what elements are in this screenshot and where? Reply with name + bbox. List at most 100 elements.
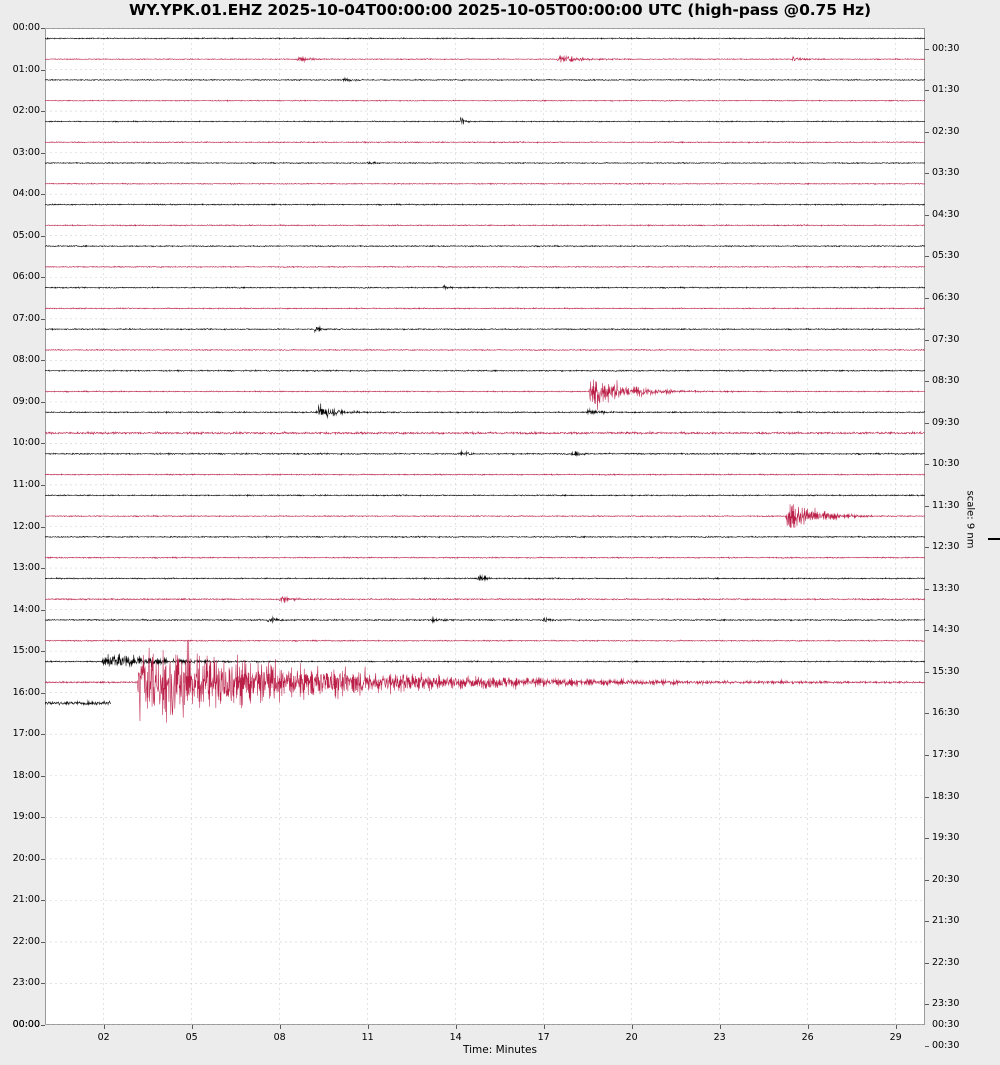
axis-tick-mark (41, 401, 45, 403)
axis-tick-mark (455, 1025, 457, 1029)
y-tick-label-right-1830: 18:30 (932, 790, 960, 802)
y-tick-label-left-0700: 07:00 (12, 312, 40, 324)
axis-tick-mark (925, 90, 929, 92)
y-tick-label-right-0530: 05:30 (932, 250, 960, 262)
y-tick-label-right-2330: 23:30 (932, 998, 960, 1010)
axis-tick-mark (41, 277, 45, 279)
axis-tick-mark (41, 651, 45, 653)
y-tick-label-left-0600: 06:00 (12, 271, 40, 283)
y-tick-label-left-0800: 08:00 (12, 354, 40, 366)
x-tick-label-26: 26 (801, 1032, 814, 1043)
axis-tick-mark (925, 464, 929, 466)
x-tick-label-20: 20 (625, 1032, 638, 1043)
y-tick-label-left-2000: 20:00 (12, 852, 40, 864)
axis-tick-mark (925, 214, 929, 216)
y-tick-label-right-0130: 01:30 (932, 84, 960, 96)
axis-tick-mark (41, 609, 45, 611)
scale-label: scale: 9 nm (964, 490, 976, 549)
y-tick-label-left-2200: 22:00 (12, 935, 40, 947)
y-tick-label-right-2030: 20:30 (932, 873, 960, 885)
y-tick-label-left-1500: 15:00 (12, 645, 40, 657)
axis-tick-mark (925, 630, 929, 632)
seismogram-traces-canvas[interactable] (45, 28, 925, 1025)
axis-tick-mark (367, 1025, 369, 1029)
axis-tick-mark (925, 298, 929, 300)
axis-tick-mark (41, 69, 45, 71)
y-tick-label-right-1330: 13:30 (932, 582, 960, 594)
y-tick-label-right-0330: 03:30 (932, 167, 960, 179)
axis-tick-mark (41, 360, 45, 362)
axis-tick-mark (41, 817, 45, 819)
y-tick-label-left-1300: 13:00 (12, 562, 40, 574)
y-tick-label-left-1600: 16:00 (12, 686, 40, 698)
axis-tick-mark (719, 1025, 721, 1029)
y-tick-label-left-0000: 00:00 (12, 22, 40, 33)
y-tick-label-left-1800: 18:00 (12, 769, 40, 781)
axis-tick-mark (41, 775, 45, 777)
y-tick-label-right-0030: 00:30 (932, 42, 960, 54)
axis-tick-mark (925, 671, 929, 673)
axis-tick-mark (925, 131, 929, 133)
axis-tick-mark (41, 443, 45, 445)
axis-tick-mark (925, 505, 929, 507)
axis-tick-mark (895, 1025, 897, 1029)
axis-tick-mark (41, 235, 45, 237)
axis-tick-mark (925, 588, 929, 590)
y-tick-label-right-1430: 14:30 (932, 624, 960, 636)
y-tick-label-right-2130: 21:30 (932, 915, 960, 927)
y-tick-label-left-1100: 11:00 (12, 478, 40, 490)
axis-tick-mark (925, 339, 929, 341)
y-tick-label-right-1630: 16:30 (932, 707, 960, 719)
x-tick-label-11: 11 (361, 1032, 374, 1043)
y-tick-label-left-1700: 17:00 (12, 728, 40, 740)
y-tick-label-left-0000: 00:00 (12, 1019, 40, 1030)
y-tick-label-left-0500: 05:00 (12, 229, 40, 241)
x-tick-label-29: 29 (889, 1032, 902, 1043)
y-tick-label-left-2100: 21:00 (12, 894, 40, 906)
y-tick-label-right-0830: 08:30 (932, 375, 960, 387)
axis-tick-mark (925, 1045, 929, 1047)
y-tick-label-right-2230: 22:30 (932, 956, 960, 968)
axis-tick-mark (41, 900, 45, 902)
axis-tick-mark (41, 152, 45, 154)
y-tick-label-right-1930: 19:30 (932, 832, 960, 844)
y-tick-label-right-1030: 10:30 (932, 458, 960, 470)
axis-tick-mark (41, 28, 45, 29)
y-tick-label-right-0930: 09:30 (932, 416, 960, 428)
axis-tick-mark (41, 1025, 45, 1026)
axis-tick-mark (925, 796, 929, 798)
axis-tick-mark (925, 754, 929, 756)
axis-tick-mark (925, 1004, 929, 1006)
axis-tick-mark (543, 1025, 545, 1029)
y-tick-label-right-1730: 17:30 (932, 748, 960, 760)
x-tick-label-08: 08 (273, 1032, 286, 1043)
axis-tick-mark (925, 921, 929, 923)
y-tick-label-left-1900: 19:00 (12, 811, 40, 823)
axis-tick-mark (925, 381, 929, 383)
y-tick-label-right-1230: 12:30 (932, 541, 960, 553)
axis-tick-mark (103, 1025, 105, 1029)
axis-tick-mark (41, 941, 45, 943)
axis-tick-mark (41, 858, 45, 860)
axis-tick-mark (925, 547, 929, 549)
axis-tick-mark (925, 838, 929, 840)
y-tick-label-right-1530: 15:30 (932, 665, 960, 677)
y-tick-label-left-1400: 14:00 (12, 603, 40, 615)
axis-tick-mark (925, 422, 929, 424)
y-tick-label-left-0300: 03:00 (12, 146, 40, 158)
axis-tick-mark (925, 962, 929, 964)
y-tick-label-right-0730: 07:30 (932, 333, 960, 345)
y-tick-label-right-0230: 02:30 (932, 125, 960, 137)
x-axis-title: Time: Minutes (463, 1044, 537, 1056)
axis-tick-mark (925, 48, 929, 50)
y-tick-label-left-0400: 04:00 (12, 188, 40, 200)
y-tick-label-left-0200: 02:00 (12, 105, 40, 117)
axis-tick-mark (191, 1025, 193, 1029)
axis-tick-mark (279, 1025, 281, 1029)
scale-bar-icon (988, 538, 1000, 540)
y-tick-label-right-1130: 11:30 (932, 499, 960, 511)
axis-tick-mark (631, 1025, 633, 1029)
y-tick-label-left-2300: 23:00 (12, 977, 40, 989)
x-tick-label-17: 17 (537, 1032, 550, 1043)
